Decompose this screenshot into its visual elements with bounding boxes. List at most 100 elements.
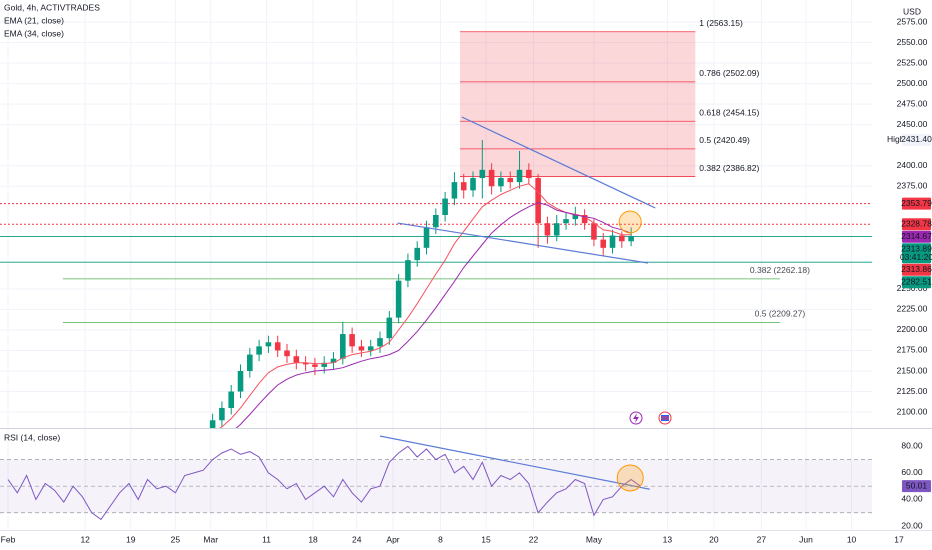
price-badge-value: 2314.67	[901, 231, 932, 241]
price-badge	[902, 218, 931, 231]
fib-label: 0.382 (2386.82)	[699, 163, 759, 173]
trendline	[461, 116, 656, 209]
trendline	[379, 435, 650, 490]
price-badge	[902, 230, 931, 243]
highlight-circle	[618, 210, 642, 234]
event-icons	[629, 411, 672, 425]
candle-body	[609, 235, 616, 248]
candle-body	[488, 169, 495, 187]
rsi-title: RSI (14, close)	[4, 432, 60, 442]
candle-body	[423, 227, 430, 248]
symbol-title: Gold, 4h, ACTIVTRADES	[4, 2, 100, 12]
legend: Gold, 4h, ACTIVTRADES EMA (21, close) EM…	[4, 2, 100, 442]
candle-body	[526, 169, 532, 179]
candle-body	[433, 214, 439, 228]
fib-label: 0.5 (2420.49)	[699, 135, 750, 145]
y-tick-label: 2175.00	[897, 345, 928, 355]
y-tick-label: 2575.00	[897, 16, 928, 26]
candle-body	[553, 223, 560, 236]
series-line	[7, 445, 641, 521]
candle-body	[563, 219, 569, 224]
y-tick-label: 2525.00	[897, 57, 928, 67]
legend-entry: EMA (21, close)	[4, 15, 64, 25]
x-tick-label: 20	[709, 534, 719, 544]
high-value: 2431.40	[901, 134, 932, 144]
x-tick-label: 11	[262, 534, 271, 544]
candle-body	[572, 214, 579, 220]
x-tick-label: 27	[757, 534, 767, 544]
candle-body	[498, 178, 504, 187]
high-badge	[902, 133, 931, 146]
y-tick-label: 40.00	[901, 494, 923, 504]
currency-label: USD	[903, 6, 921, 16]
y-tick-label: 2150.00	[897, 365, 928, 375]
y-tick-label: 20.00	[901, 520, 923, 530]
flag-glyph	[661, 415, 669, 421]
x-tick-label: 12	[80, 534, 90, 544]
fib-label: 0.618 (2454.15)	[699, 107, 759, 117]
candle-body	[377, 338, 383, 347]
x-tick-label: 22	[529, 534, 539, 544]
candle-body	[581, 214, 588, 224]
x-tick-label: 25	[171, 534, 181, 544]
x-tick-label: 19	[126, 534, 136, 544]
candle-body	[247, 354, 253, 372]
x-tick-label: May	[586, 534, 603, 544]
fib-label: 0.382 (2262.18)	[750, 265, 810, 275]
candle-body	[209, 420, 216, 428]
trendline	[397, 222, 648, 264]
highlight-circle	[616, 464, 644, 492]
y-tick-label: 80.00	[901, 441, 923, 451]
candle-body	[340, 334, 346, 359]
x-tick-label: 13	[663, 534, 673, 544]
candle-body	[284, 350, 290, 357]
x-tick-label: 17	[894, 534, 904, 544]
candle-body	[535, 178, 541, 224]
y-tick-label: 2450.00	[897, 119, 928, 129]
candle-body	[219, 407, 225, 421]
candle-body	[367, 346, 374, 351]
candle-body	[414, 247, 421, 261]
y-tick-label: 2125.00	[897, 386, 928, 396]
candle-body	[386, 317, 393, 339]
lightning-glyph	[633, 413, 639, 423]
series-line	[219, 183, 632, 428]
candle-body	[349, 334, 355, 347]
price-badge	[902, 276, 931, 289]
rsi-pane	[0, 435, 872, 521]
candle-body	[237, 371, 244, 392]
candle-body	[619, 235, 625, 242]
high-label: High	[887, 134, 905, 144]
candle-body	[312, 364, 318, 367]
x-tick-label: 24	[352, 534, 362, 544]
candle-body	[265, 342, 272, 347]
candle-body	[330, 358, 337, 363]
fib-label: 1 (2563.15)	[699, 18, 743, 28]
price-badge-value: 2313.89	[901, 243, 932, 253]
rsi-badge	[902, 480, 931, 493]
price-badge-value: 2282.51	[901, 276, 932, 286]
y-tick-label: 60.00	[901, 467, 923, 477]
candle-body	[274, 342, 281, 351]
candle-body	[395, 280, 402, 318]
candle-body	[228, 391, 234, 408]
candle-body	[451, 182, 458, 199]
countdown: 03:41:20	[900, 252, 932, 262]
candle-body	[628, 236, 634, 242]
price-badge	[902, 243, 931, 264]
price-badge-value: 2328.78	[901, 218, 932, 228]
x-tick-label: 10	[847, 534, 857, 544]
candle-body	[442, 198, 448, 215]
candle-body	[321, 362, 328, 367]
rsi-badge-value: 50.01	[906, 480, 928, 490]
main-pane: 1 (2563.15) 0.786 (2502.09) 0.618 (2454.15…	[0, 18, 872, 428]
candle-body	[470, 178, 476, 191]
candle-body	[591, 223, 597, 240]
x-tick-label: 18	[308, 534, 318, 544]
y-tick-label: 2375.00	[897, 180, 928, 190]
y-tick-label: 2475.00	[897, 98, 928, 108]
y-tick-label: 2550.00	[897, 37, 928, 47]
x-tick-label: Apr	[386, 534, 399, 544]
